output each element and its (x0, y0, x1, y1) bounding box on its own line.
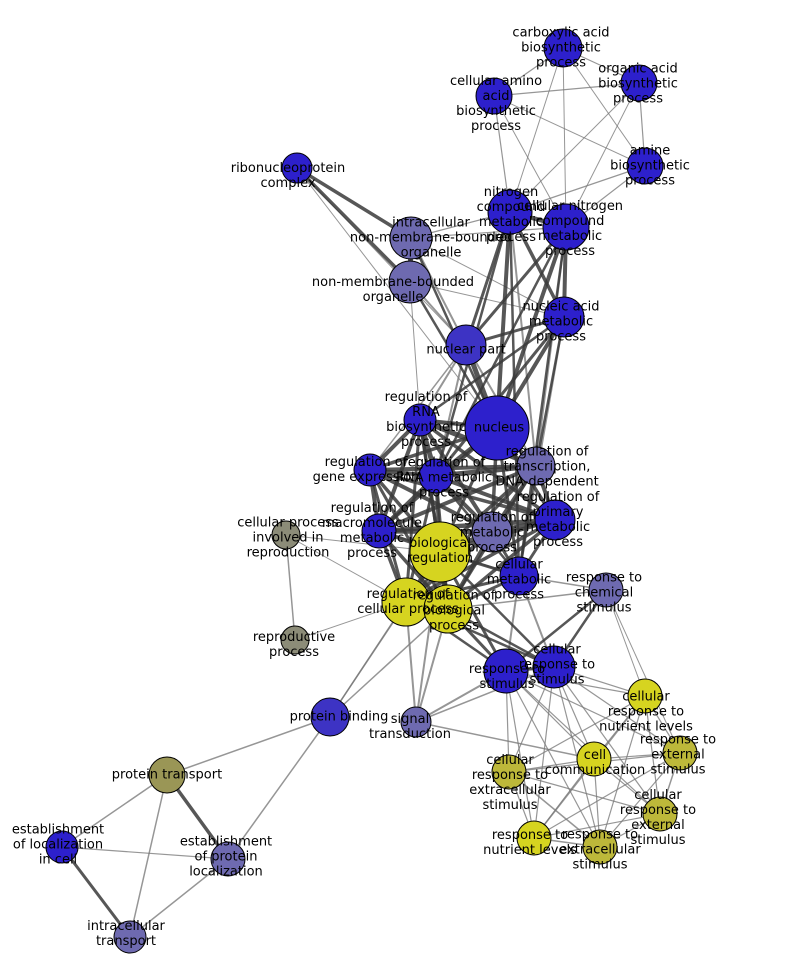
graph-node-organic_acid_biosynthetic_process[interactable]: organic acid biosynthetic process (620, 64, 658, 102)
graph-edge (495, 210, 512, 430)
graph-node-nucleic_acid_metabolic_process[interactable]: nucleic acid metabolic process (543, 296, 585, 338)
graph-node-cellular_response_to_stimulus[interactable]: cellular response to stimulus (532, 645, 576, 689)
graph-edge (329, 608, 449, 718)
graph-node-regulation_of_rna_biosynthetic_process[interactable]: regulation of RNA biosynthetic process (403, 403, 437, 437)
graph-edge (415, 666, 555, 723)
graph-node-cell_communication[interactable]: cell communication (576, 741, 612, 777)
graph-edge (418, 315, 566, 422)
graph-node-intracellular_non_membrane_bounded_organelle[interactable]: intracellular non-membrane-bounded organ… (389, 216, 433, 260)
graph-edge (404, 418, 422, 604)
node-layer: cellular process involved in reproductio… (45, 28, 698, 954)
graph-edge (509, 47, 564, 213)
graph-edge (508, 695, 646, 773)
graph-edge (377, 464, 538, 533)
graph-edge (493, 82, 640, 97)
graph-node-regulation_of_cellular_process[interactable]: regulation of cellular process (381, 577, 431, 627)
graph-edge (599, 752, 681, 848)
graph-node-regulation_of_gene_expression[interactable]: regulation of gene expression (353, 453, 387, 487)
graph-edge (533, 813, 661, 839)
graph-node-cellular_response_to_external_stimulus[interactable]: cellular response to external stimulus (642, 796, 678, 832)
graph-node-regulation_of_transcription_dna_dependent[interactable]: regulation of transcription, DNA-depende… (516, 446, 556, 486)
graph-node-response_to_nutrient_levels[interactable]: response to nutrient levels (516, 820, 552, 856)
graph-edge (508, 771, 601, 848)
graph-node-cellular_process_involved_in_reproduction[interactable]: cellular process involved in reproductio… (271, 520, 301, 550)
graph-edge (534, 315, 566, 468)
graph-edge (377, 418, 422, 533)
graph-edge (493, 95, 646, 167)
graph-edge (166, 716, 331, 776)
graph-node-regulation_of_macromolecule_metabolic_process[interactable]: regulation of macromolecule metabolic pr… (361, 513, 397, 549)
graph-node-response_to_chemical_stimulus[interactable]: response to chemical stimulus (588, 572, 624, 608)
graph-node-nitrogen_compound_metabolic_process[interactable]: nitrogen compound metabolic process (487, 189, 533, 235)
graph-edge (60, 845, 132, 939)
graph-edge (295, 166, 412, 284)
graph-edge (434, 474, 557, 522)
graph-edge (129, 774, 168, 938)
graph-edge (285, 534, 296, 641)
edge-layer (60, 47, 681, 939)
graph-edge (605, 589, 646, 697)
graph-edge (605, 589, 681, 754)
graph-edge (495, 225, 568, 430)
graph-node-response_to_external_stimulus[interactable]: response to external stimulus (662, 735, 698, 771)
graph-node-regulation_of_metabolic_process[interactable]: regulation of metabolic process (471, 511, 513, 553)
graph-edge (562, 47, 646, 167)
graph-edge (599, 695, 646, 848)
graph-node-nucleus[interactable]: nucleus (464, 395, 530, 461)
graph-edge (509, 82, 640, 213)
graph-edge (508, 210, 521, 578)
graph-node-carboxylic_acid_biosynthetic_process[interactable]: carboxylic acid biosynthetic process (543, 28, 583, 68)
graph-node-establishment_of_protein_localization[interactable]: establishment of protein localization (210, 841, 246, 877)
graph-node-response_to_stimulus[interactable]: response to stimulus (483, 648, 529, 694)
graph-edge (410, 226, 567, 239)
graph-edge (493, 95, 567, 228)
graph-node-response_to_extracellular_stimulus[interactable]: response to extracellular stimulus (582, 829, 618, 865)
graph-node-reproductive_process[interactable]: reproductive process (280, 625, 310, 655)
graph-node-regulation_of_biological_process[interactable]: regulation of biological process (423, 584, 473, 634)
graph-edge (505, 670, 601, 848)
graph-edge (509, 211, 537, 467)
graph-node-cellular_response_to_extracellular_stimulus[interactable]: cellular response to extracellular stimu… (491, 754, 527, 790)
graph-edge (415, 721, 595, 760)
graph-node-cellular_nitrogen_compound_metabolic_process[interactable]: cellular nitrogen compound metabolic pro… (542, 203, 590, 251)
graph-edge (562, 47, 567, 228)
graph-edge (368, 468, 494, 534)
graph-edge (129, 858, 229, 938)
graph-edge (505, 670, 535, 839)
graph-edge (61, 846, 229, 860)
graph-edge (533, 752, 681, 839)
graph-edge (61, 774, 168, 848)
graph-edge (464, 210, 512, 347)
graph-node-intracellular_transport[interactable]: intracellular transport (113, 920, 147, 954)
graph-node-protein_transport[interactable]: protein transport (148, 756, 186, 794)
graph-edge (508, 771, 661, 815)
graph-edge (553, 666, 681, 754)
graph-node-nuclear_part[interactable]: nuclear part (445, 324, 487, 366)
graph-edge (227, 716, 331, 860)
graph-edge (505, 670, 646, 697)
graph-edge (505, 670, 661, 815)
graph-node-cellular_amino_acid_biosynthetic_process[interactable]: cellular amino acid biosynthetic process (475, 77, 513, 115)
graph-node-regulation_of_primary_metabolic_process[interactable]: regulation of primary metabolic process (534, 499, 576, 541)
graph-node-establishment_of_localization_in_cell[interactable]: establishment of localization in cell (45, 830, 79, 864)
graph-edge (553, 666, 661, 815)
graph-edge (409, 281, 421, 421)
graph-edge (295, 166, 413, 240)
graph-node-cellular_response_to_nutrient_levels[interactable]: cellular response to nutrient levels (627, 678, 663, 714)
graph-edge (464, 225, 568, 347)
graph-node-amine_biosynthetic_process[interactable]: amine biosynthetic process (626, 147, 664, 185)
graph-node-cellular_metabolic_process[interactable]: cellular metabolic process (499, 556, 539, 596)
graph-edge (565, 82, 640, 228)
graph-node-non_membrane_bounded_organelle[interactable]: non-membrane-bounded organelle (388, 260, 432, 304)
graph-edge (509, 165, 646, 213)
graph-node-ribonucleoprotein_complex[interactable]: ribonucleoprotein complex (281, 152, 313, 184)
graph-node-signal_transduction[interactable]: signal transduction (400, 706, 432, 738)
graph-node-regulation_of_rna_metabolic_process[interactable]: regulation of RNA metabolic process (418, 458, 454, 494)
graph-node-protein_binding[interactable]: protein binding (310, 697, 350, 737)
graph-node-biological_regulation[interactable]: biological regulation (409, 521, 471, 583)
